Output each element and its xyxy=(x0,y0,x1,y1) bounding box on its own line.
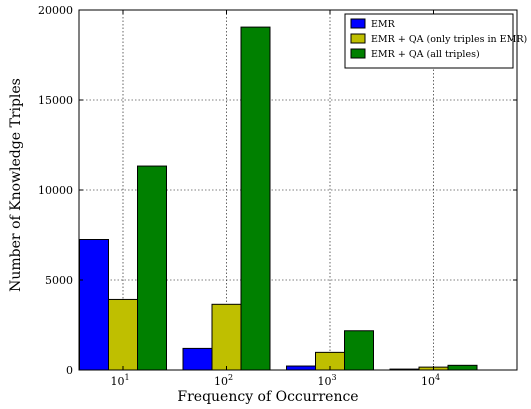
bar-emr xyxy=(286,365,316,371)
y-axis-ticks: 0 5000 10000 15000 20000 xyxy=(38,4,517,377)
bar-emr-qa-all-triples xyxy=(137,165,167,371)
y-tick-label: 5000 xyxy=(45,274,73,287)
x-tick-label: 102 xyxy=(214,373,233,388)
legend-label: EMR + QA (all triples) xyxy=(371,49,480,60)
bars xyxy=(79,26,478,371)
bar-emr-qa-all-triples xyxy=(240,26,271,371)
y-tick-label: 20000 xyxy=(38,4,73,17)
bar-emr-qa-all-triples xyxy=(344,330,374,371)
x-tick-label: 104 xyxy=(421,373,440,388)
legend-label: EMR xyxy=(371,19,396,30)
legend-swatch xyxy=(350,48,366,59)
bar-emr xyxy=(79,239,109,371)
x-axis-label: Frequency of Occurrence xyxy=(177,389,358,405)
bar-emr-qa-only-triples-in-emr xyxy=(211,303,242,371)
bar-emr-qa-only-triples-in-emr xyxy=(108,298,138,371)
x-tick-label: 101 xyxy=(110,373,129,388)
legend-swatch xyxy=(350,33,366,44)
bar-emr xyxy=(182,347,213,371)
y-tick-label: 0 xyxy=(66,364,73,377)
y-tick-label: 10000 xyxy=(38,184,73,197)
legend-swatch xyxy=(350,18,366,29)
y-tick-label: 15000 xyxy=(38,94,73,107)
legend-label: EMR + QA (only triples in EMR) xyxy=(371,34,527,45)
legend-box xyxy=(344,13,514,69)
legend: EMR EMR + QA (only triples in EMR) EMR + Q… xyxy=(344,13,527,69)
grid-lines xyxy=(79,10,517,370)
x-tick-label: 103 xyxy=(317,373,336,388)
x-axis-ticks: 101 102 103 104 xyxy=(110,10,440,388)
y-axis-label: Number of Knowledge Triples xyxy=(8,78,24,292)
bar-emr-qa-all-triples xyxy=(447,364,478,371)
